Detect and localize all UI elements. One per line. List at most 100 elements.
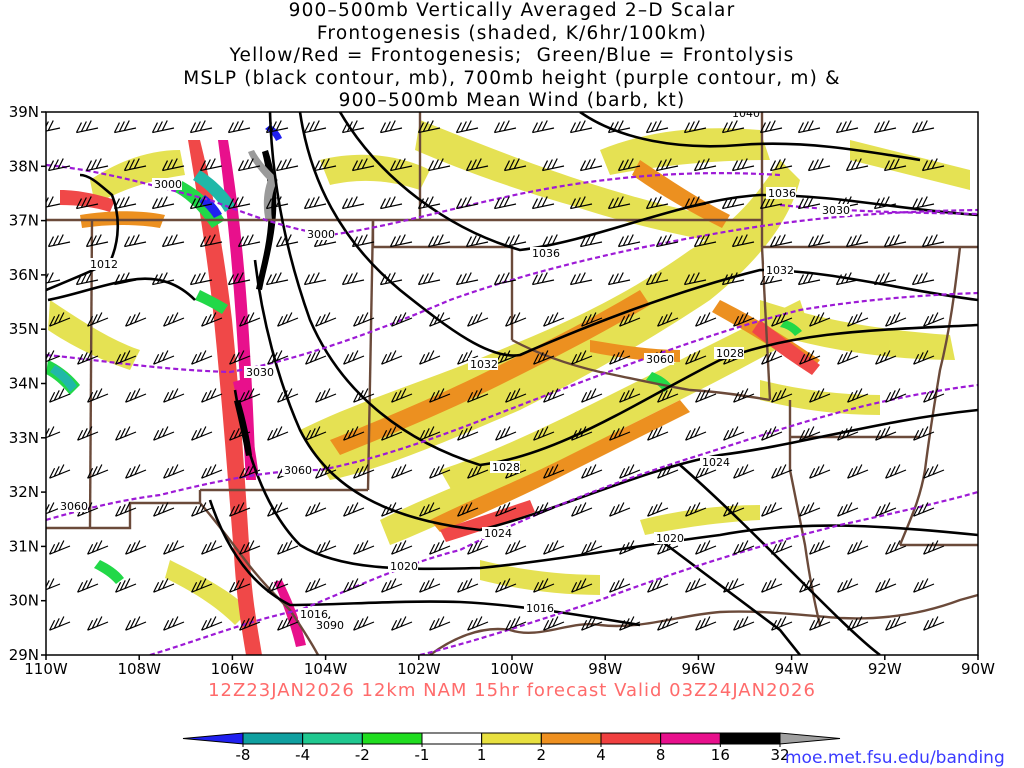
mslp-label: 1036	[766, 187, 796, 200]
svg-text:1032: 1032	[470, 358, 498, 371]
wind-barb	[49, 388, 71, 403]
wind-barb	[153, 426, 175, 441]
wind-barb	[467, 464, 489, 479]
wind-barb	[46, 272, 61, 284]
wind-barb	[533, 350, 555, 365]
wind-barb	[493, 120, 517, 134]
wind-barb	[467, 388, 489, 403]
wind-barb	[873, 120, 897, 134]
wind-barb	[315, 540, 337, 555]
wind-barb	[465, 158, 489, 172]
wind-barb	[609, 578, 631, 593]
svg-text:1032: 1032	[766, 264, 794, 277]
wind-barb	[115, 426, 137, 441]
wind-barb	[655, 158, 679, 172]
svg-text:1036: 1036	[768, 187, 796, 200]
lon-tick-label: 108W	[117, 660, 161, 678]
wind-barb	[315, 312, 337, 327]
wind-barb	[837, 426, 859, 441]
wind-barb	[87, 540, 109, 555]
wind-barb	[543, 540, 565, 555]
wind-barb	[609, 426, 631, 441]
wind-barb	[847, 540, 869, 555]
wind-barb	[847, 464, 869, 479]
wind-barb	[721, 272, 745, 286]
wind-barb	[733, 464, 755, 479]
wind-barb	[913, 426, 935, 441]
wind-barb	[341, 272, 365, 286]
wind-barb	[47, 234, 71, 248]
colorbar-label: 1	[477, 746, 487, 764]
lat-tick-label: 32N	[9, 483, 39, 501]
wind-barb	[229, 502, 251, 517]
colorbar-label: -1	[415, 746, 430, 764]
lon-tick-label: 104W	[304, 660, 348, 678]
svg-text:1040: 1040	[732, 107, 760, 120]
wind-barb	[265, 120, 289, 134]
svg-text:3000: 3000	[307, 228, 335, 241]
wind-barb	[883, 234, 907, 248]
wind-barb	[163, 616, 185, 631]
wind-barb	[239, 312, 261, 327]
colorbar-segment	[361, 732, 423, 745]
wind-barb	[391, 464, 413, 479]
wind-barb	[163, 464, 185, 479]
wind-barb	[379, 120, 403, 134]
svg-text:3060: 3060	[646, 353, 674, 366]
wind-barb	[797, 120, 821, 134]
wind-barb	[657, 464, 679, 479]
wind-barb	[493, 196, 517, 210]
wind-barb	[191, 426, 213, 441]
wind-barb	[809, 616, 831, 631]
colorbar-label: 4	[596, 746, 606, 764]
wind-barb	[531, 196, 555, 210]
title-line-1: 900–500mb Vertically Averaged 2–D Scalar	[288, 0, 736, 21]
wind-barb	[163, 388, 185, 403]
wind-barb	[417, 120, 441, 134]
wind-barb	[391, 616, 413, 631]
wind-barb	[419, 426, 441, 441]
credit-link[interactable]: moe.met.fsu.edu/banding	[785, 748, 1005, 768]
wind-barb	[581, 540, 603, 555]
wind-barb	[277, 388, 299, 403]
wind-barb	[761, 426, 783, 441]
wind-barb	[873, 272, 897, 286]
lon-tick-label: 98W	[588, 660, 622, 678]
wind-barb	[503, 158, 527, 172]
wind-barb	[315, 464, 337, 479]
wind-barb	[199, 234, 223, 248]
wind-barb	[455, 196, 479, 210]
wind-barb	[617, 158, 641, 172]
lon-tick-label: 110W	[24, 660, 68, 678]
wind-barb	[419, 350, 441, 365]
wind-barb	[581, 312, 603, 327]
wind-barb	[685, 578, 707, 593]
wind-barb	[313, 158, 337, 172]
wind-barb	[275, 158, 299, 172]
wind-barb	[343, 350, 365, 365]
wind-barb	[429, 388, 451, 403]
wind-barb	[799, 578, 821, 593]
wind-barb	[645, 120, 669, 134]
wind-barb	[761, 502, 783, 517]
wind-barb	[201, 312, 223, 327]
wind-barb	[457, 578, 479, 593]
mslp-label: 1040	[730, 107, 760, 120]
wind-barb	[201, 388, 223, 403]
colorbar-segment	[540, 732, 602, 745]
wind-barb	[417, 196, 441, 210]
svg-text:1016: 1016	[526, 602, 554, 615]
wind-barb	[467, 540, 489, 555]
wind-barb	[923, 464, 945, 479]
wind-barb	[693, 234, 717, 248]
lon-tick-label: 106W	[211, 660, 255, 678]
wind-barb	[607, 196, 631, 210]
wind-barb	[305, 578, 327, 593]
wind-barb	[353, 540, 375, 555]
wind-barb	[305, 426, 327, 441]
wind-barb	[645, 272, 669, 286]
mslp-label: 1020	[388, 560, 418, 573]
mslp-contours	[46, 112, 978, 655]
wind-barb	[875, 426, 897, 441]
wind-barb	[495, 578, 517, 593]
